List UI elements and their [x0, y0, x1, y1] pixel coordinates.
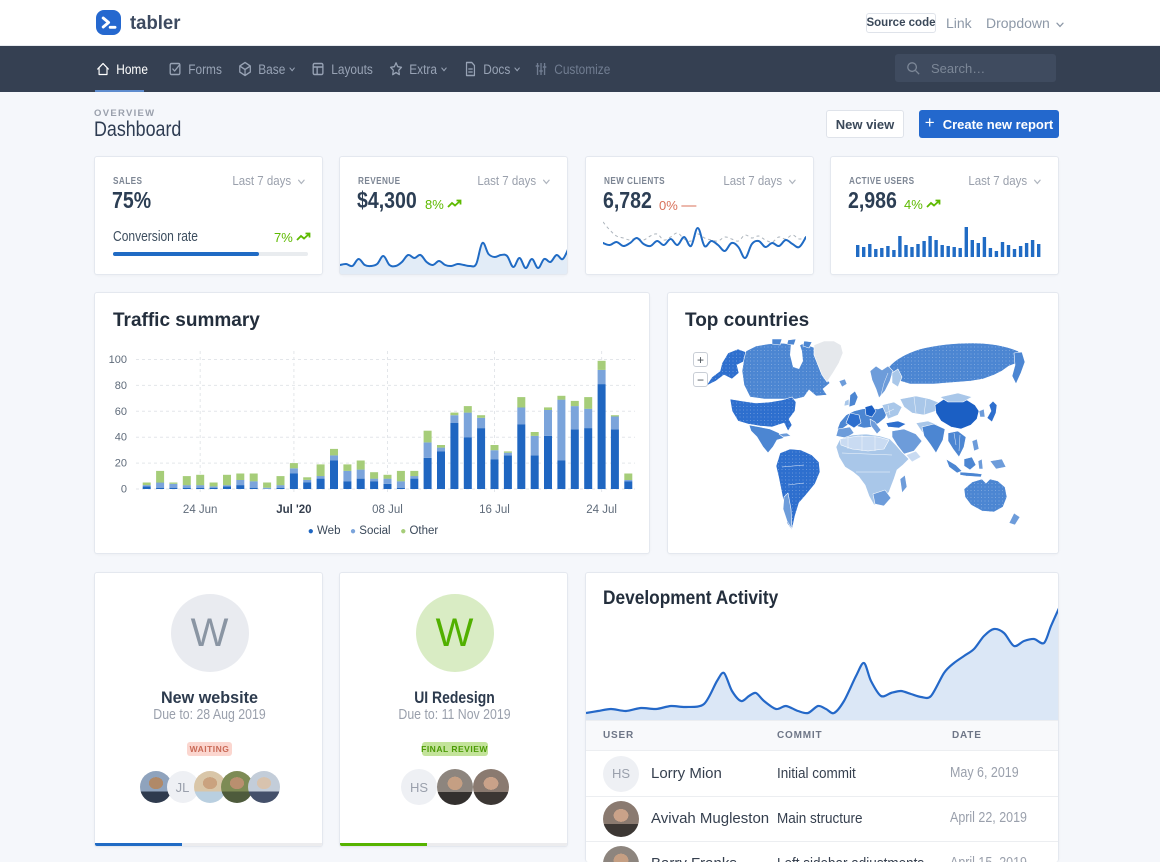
- svg-text:24 Jul: 24 Jul: [586, 504, 617, 516]
- svg-text:80: 80: [115, 380, 127, 392]
- svg-text:Jul '20: Jul '20: [276, 504, 311, 516]
- svg-text:0: 0: [121, 484, 127, 496]
- svg-text:40: 40: [115, 432, 127, 444]
- svg-text:16 Jul: 16 Jul: [479, 504, 510, 516]
- svg-text:24 Jun: 24 Jun: [183, 504, 218, 516]
- svg-text:20: 20: [115, 458, 127, 470]
- svg-text:100: 100: [109, 354, 127, 366]
- svg-text:60: 60: [115, 406, 127, 418]
- svg-text:08 Jul: 08 Jul: [372, 504, 403, 516]
